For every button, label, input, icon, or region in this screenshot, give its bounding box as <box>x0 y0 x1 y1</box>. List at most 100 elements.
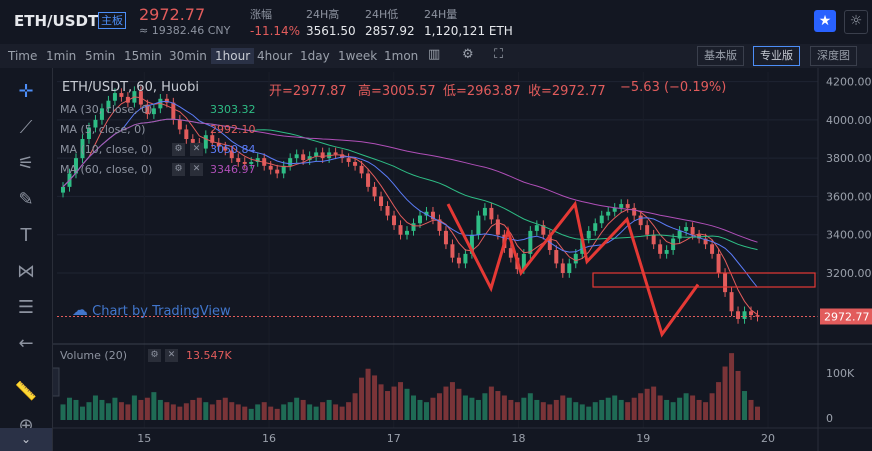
x-tick-label: 18 <box>512 432 526 445</box>
tf-1mon[interactable]: 1mon <box>384 49 419 63</box>
candle-body <box>359 165 364 174</box>
crosshair-icon[interactable]: ✛ <box>18 81 34 102</box>
brush-icon[interactable]: ✎ <box>18 189 34 210</box>
bar-chart-icon[interactable]: ▥ <box>428 47 441 62</box>
last-price: 2972.77 <box>139 5 206 24</box>
volume-bar <box>79 406 85 420</box>
tf-1day[interactable]: 1day <box>300 49 330 63</box>
favorite-star-icon[interactable]: ★ <box>814 10 836 32</box>
volume-bar <box>501 395 507 420</box>
candle-body <box>645 225 650 235</box>
volume-bar <box>196 397 202 420</box>
candle-body <box>99 108 104 120</box>
text-tool-icon[interactable]: T <box>20 225 32 246</box>
last-price-badge <box>820 308 872 325</box>
series-title[interactable]: ETH/USDT, 60, Huobi <box>62 80 199 95</box>
volume-bar <box>696 399 702 420</box>
tf-5min[interactable]: 5min <box>85 49 116 63</box>
volume-bar <box>729 353 735 420</box>
ma60-close-icon[interactable]: ✕ <box>190 163 203 176</box>
price-chart[interactable]: 3200.00 3400.00 3600.00 3800.00 4000.00 4200.… <box>53 68 872 451</box>
candle-body <box>742 311 747 319</box>
volume-bar <box>599 399 605 420</box>
volume-tick-label: 100K <box>826 367 855 380</box>
volume-bar <box>644 388 650 420</box>
volume-bar <box>586 406 592 420</box>
theme-toggle-icon[interactable]: ☼ <box>844 10 868 34</box>
candle-body <box>301 154 306 161</box>
ruler-icon[interactable]: 📏 <box>14 381 38 402</box>
volume-bar <box>482 393 488 420</box>
back-arrow-icon[interactable]: ← <box>18 333 34 354</box>
candle-body <box>437 219 442 231</box>
tf-1min[interactable]: 1min <box>46 49 77 63</box>
tf-30min[interactable]: 30min <box>169 49 207 63</box>
cny-price: ≈ 19382.46 CNY <box>139 24 231 37</box>
candle-body <box>664 250 669 254</box>
volume-bar <box>508 399 514 420</box>
volume-bar <box>378 384 384 420</box>
volume-bar <box>534 399 540 420</box>
volume-bar <box>216 399 222 420</box>
candle-body <box>599 215 604 224</box>
settings-icon[interactable]: ⚙ <box>462 47 474 62</box>
tf-15min[interactable]: 15min <box>124 49 162 63</box>
volume-bar <box>709 393 715 420</box>
tf-4hour[interactable]: 4hour <box>257 49 293 63</box>
ohlc-close: 收=2972.77 <box>528 84 606 99</box>
ma60-label: MA (60, close, 0) <box>60 163 153 176</box>
candle-body <box>456 257 461 264</box>
pro-view-button[interactable]: 专业版 <box>753 46 800 66</box>
candle-body <box>216 142 221 147</box>
volume-bar <box>313 406 319 420</box>
candle-body <box>495 219 500 235</box>
fib-tool-icon[interactable]: ⚟ <box>17 153 35 174</box>
candle-body <box>534 225 539 231</box>
ma-settings-icon[interactable]: ⚙ <box>172 143 185 156</box>
candle-body <box>508 248 513 258</box>
candle-body <box>632 207 637 216</box>
y-tick-label: 4000.00 <box>826 114 872 127</box>
volume-bar <box>151 392 157 420</box>
volume-bar <box>190 399 196 420</box>
ma-close-icon[interactable]: ✕ <box>190 143 203 156</box>
volume-bar <box>268 406 274 420</box>
candle-body <box>469 234 474 254</box>
fullscreen-icon[interactable]: ⛶ <box>494 47 504 62</box>
candle-body <box>677 230 682 239</box>
volume-bar <box>157 399 163 420</box>
candle-body <box>593 223 598 231</box>
pair-title[interactable]: ETH/USDT <box>14 12 99 30</box>
volume-close-icon[interactable]: ✕ <box>165 349 178 362</box>
volume-settings-icon[interactable]: ⚙ <box>148 349 161 362</box>
tf-1week[interactable]: 1week <box>338 49 378 63</box>
volume-bar <box>469 397 475 420</box>
stat-high-label: 24H高 <box>306 8 340 21</box>
tf-1hour[interactable]: 1hour <box>211 48 255 64</box>
volume-bar <box>449 382 455 420</box>
ma60-settings-icon[interactable]: ⚙ <box>172 163 185 176</box>
volume-bar <box>352 393 358 420</box>
candle-body <box>80 139 85 159</box>
stat-low-value: 2857.92 <box>365 24 415 38</box>
volume-bar <box>462 395 468 420</box>
tf-time[interactable]: Time <box>8 49 38 63</box>
candle-body <box>489 207 494 220</box>
collapse-toolbar-icon[interactable]: ⌄ <box>0 428 52 451</box>
candle-body <box>184 129 189 139</box>
depth-view-button[interactable]: 深度图 <box>810 46 857 66</box>
volume-bar <box>716 382 722 420</box>
basic-view-button[interactable]: 基本版 <box>697 46 744 66</box>
candle-body <box>86 127 91 139</box>
x-tick-label: 15 <box>137 432 151 445</box>
trendline-icon[interactable]: ⟋ <box>19 117 33 138</box>
pattern-tool-icon[interactable]: ⋈ <box>17 261 35 282</box>
candle-body <box>177 119 182 130</box>
cloud-logo-icon: ☁ <box>72 300 88 319</box>
measure-tool-icon[interactable]: ☰ <box>17 297 35 318</box>
volume-bar <box>521 397 527 420</box>
candle-body <box>275 169 280 174</box>
volume-bar <box>657 395 663 420</box>
ma60-value: 3346.97 <box>210 163 256 176</box>
candle-body <box>307 156 312 161</box>
